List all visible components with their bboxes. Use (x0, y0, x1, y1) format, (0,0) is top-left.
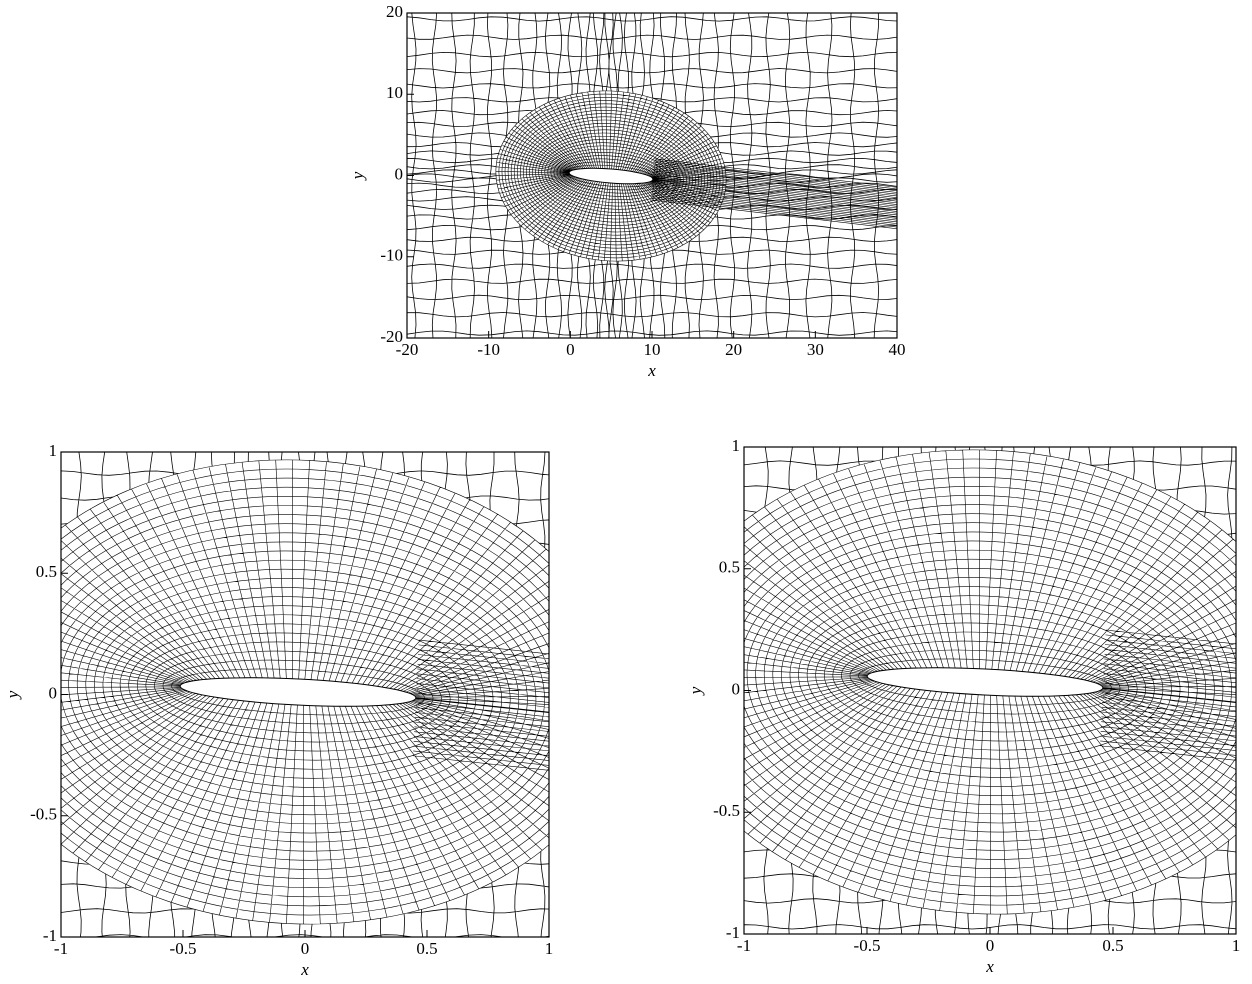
y-tick-label: 20 (386, 2, 403, 21)
x-tick-label: 40 (889, 340, 906, 359)
y-axis-label: y (3, 690, 22, 700)
x-tick-label: 0 (566, 340, 575, 359)
mesh (650, 434, 1252, 939)
x-tick-label: 0 (986, 936, 995, 955)
x-tick-label: 0.5 (416, 939, 437, 958)
y-tick-label: 0.5 (719, 558, 740, 577)
x-tick-label: 20 (725, 340, 742, 359)
x-tick-label: -0.5 (170, 939, 197, 958)
y-tick-label: 0 (49, 683, 58, 702)
mesh (0, 444, 640, 944)
o-grid (650, 434, 1252, 930)
x-tick-label: -0.5 (854, 936, 881, 955)
y-tick-label: 0 (395, 164, 404, 183)
y-axis-label: y (348, 171, 367, 181)
x-tick-label: 1 (545, 939, 554, 958)
y-tick-label: -0.5 (30, 805, 57, 824)
y-tick-label: 0 (732, 679, 741, 698)
y-tick-label: 0.5 (36, 562, 57, 581)
y-tick-label: -1 (43, 926, 57, 945)
x-tick-label: 10 (644, 340, 661, 359)
y-tick-label: 10 (386, 83, 403, 102)
x-axis-label: x (647, 361, 656, 380)
x-tick-label: 1 (1232, 936, 1241, 955)
x-tick-label: 30 (807, 340, 824, 359)
y-tick-label: 1 (732, 436, 741, 455)
y-tick-label: -1 (726, 923, 740, 942)
y-tick-label: -20 (380, 327, 403, 346)
x-tick-label: -10 (477, 340, 500, 359)
mesh (343, 13, 982, 349)
x-axis-label: x (300, 960, 309, 979)
x-axis-label: x (985, 957, 994, 976)
x-tick-label: 0 (301, 939, 310, 958)
x-tick-label: 0.5 (1102, 936, 1123, 955)
y-tick-label: -10 (380, 246, 403, 265)
y-tick-label: 1 (49, 441, 58, 460)
o-grid (0, 444, 640, 940)
y-tick-label: -0.5 (713, 801, 740, 820)
figure: -20-10010203040-20-1001020xy-1-0.500.51-… (0, 0, 1252, 984)
y-axis-label: y (686, 686, 705, 696)
